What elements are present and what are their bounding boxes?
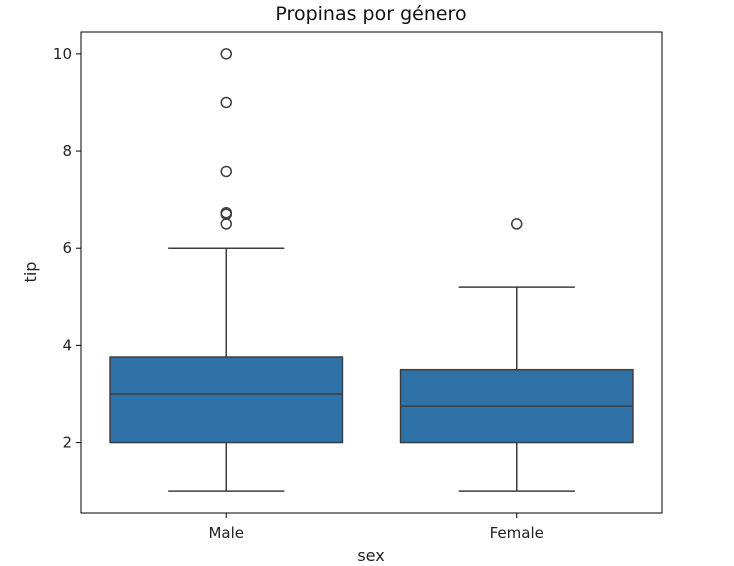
x-axis-label: sex [357,546,384,565]
outlier-point [220,165,232,178]
outlier-point [220,48,232,60]
y-tick-label: 2 [62,434,72,452]
outlier-point [220,206,232,219]
outlier-point [511,218,523,230]
outlier-point [220,96,232,109]
y-tick-label: 4 [62,336,72,354]
chart-title: Propinas por género [275,3,466,25]
plot-area [109,48,634,492]
box-group-female [399,218,634,492]
y-tick-label: 10 [53,45,72,63]
x-tick-label: Female [490,524,544,542]
x-tick-label: Male [208,524,244,542]
box-group-male [109,48,344,492]
y-tick-label: 8 [62,142,72,160]
outlier-point [220,218,232,230]
y-tick-label: 6 [62,239,72,257]
plot-frame [80,31,663,514]
iqr-box [109,356,344,444]
y-axis-label: tip [21,262,40,283]
